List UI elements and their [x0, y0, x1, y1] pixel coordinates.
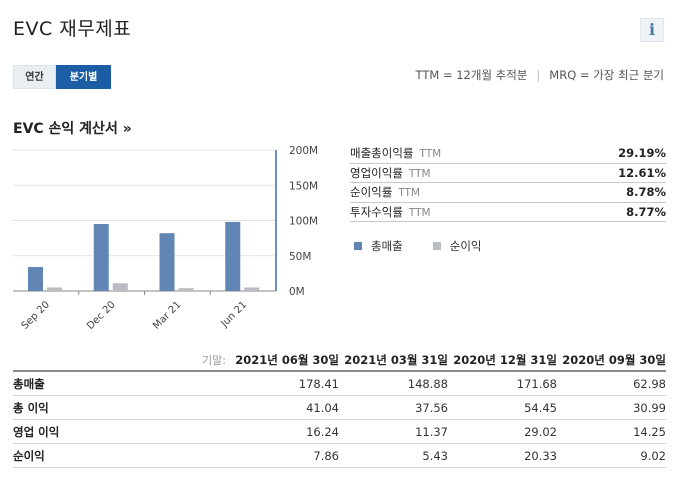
- revenue-income-chart: 200M 150M 100M 50M 0M Sep 20 Dec 20 Mar 21 Jun 2…: [13, 145, 318, 332]
- ttm-note: TTM = 12개월 추적분: [415, 68, 528, 82]
- cell: 16.24: [306, 424, 339, 439]
- period-label: 기말:: [202, 354, 226, 367]
- ratio-period: TTM: [419, 148, 442, 160]
- row-label: 순이익: [13, 448, 45, 463]
- column-header: 2020년 12월 31일: [453, 353, 557, 367]
- revenue-bar: [28, 267, 43, 291]
- financial-table: 기말: 2021년 06월 30일 2021년 03월 31일 2020년 12…: [13, 350, 666, 468]
- revenue-bar: [93, 224, 109, 291]
- ratio-row: 매출총이익률 TTM 29.19%: [350, 144, 666, 164]
- quarterly-button[interactable]: 분기별: [56, 65, 111, 89]
- ratio-period: TTM: [408, 206, 431, 219]
- ratio-label: 매출총이익률: [350, 146, 414, 160]
- ttm-mrq-note: TTM = 12개월 추적분 | MRQ = 가장 최근 분기: [416, 67, 664, 83]
- cell: 41.04: [306, 400, 339, 415]
- revenue-bar: [159, 233, 175, 291]
- ratio-value: 12.61%: [618, 165, 666, 180]
- x-tick-label: Dec 20: [85, 299, 118, 332]
- note-separator: |: [536, 68, 541, 82]
- net-income-bar: [47, 287, 62, 291]
- cell: 20.33: [524, 448, 557, 463]
- row-label: 영업 이익: [13, 424, 60, 439]
- annual-button[interactable]: 연간: [13, 65, 56, 89]
- y-tick-label: 150M: [289, 180, 318, 192]
- net-income-bar: [112, 283, 128, 291]
- revenue-bar: [225, 221, 241, 291]
- ratio-value: 8.77%: [626, 204, 666, 219]
- column-header: 2021년 03월 31일: [344, 353, 448, 367]
- revenue-swatch: [354, 242, 362, 250]
- cell: 7.86: [313, 448, 339, 463]
- legend-item-net-income[interactable]: 순이익: [432, 238, 482, 254]
- ratio-label: 투자수익률: [350, 204, 403, 219]
- net-income-bar: [178, 288, 194, 291]
- legend-label: 순이익: [449, 239, 482, 253]
- ratio-row: 영업이익률 TTM 12.61%: [350, 164, 666, 183]
- page-title: EVC 재무제표: [13, 18, 132, 40]
- ratio-label: 순이익률: [350, 185, 393, 199]
- ratio-row: 순이익률 TTM 8.78%: [350, 183, 666, 203]
- table-row: 순이익 7.86 5.43 20.33 9.02: [13, 444, 666, 468]
- period-toggle: 연간 분기별: [13, 65, 111, 89]
- cell: 62.98: [633, 376, 666, 391]
- column-header: 2021년 06월 30일: [235, 353, 339, 367]
- y-tick-label: 0M: [289, 286, 305, 298]
- income-statement-link[interactable]: EVC 손익 계산서 »: [13, 121, 132, 137]
- cell: 171.68: [516, 376, 557, 391]
- ratio-period: TTM: [398, 187, 421, 199]
- net-income-bar: [244, 287, 260, 291]
- y-tick-label: 50M: [289, 251, 311, 263]
- y-tick-label: 100M: [289, 216, 318, 228]
- info-icon[interactable]: i: [640, 18, 664, 42]
- row-label: 총매출: [13, 376, 45, 391]
- legend-label: 총매출: [371, 239, 403, 253]
- mrq-note: MRQ = 가장 최근 분기: [549, 68, 664, 82]
- table-row: 영업 이익 16.24 11.37 29.02 14.25: [13, 420, 666, 444]
- ratio-period: TTM: [408, 167, 431, 180]
- ratio-label: 영업이익률: [350, 165, 403, 180]
- y-tick-label: 200M: [289, 145, 318, 157]
- x-tick-label: Jun 21: [218, 299, 249, 330]
- cell: 14.25: [633, 424, 666, 439]
- chart-legend: 총매출 순이익: [354, 238, 512, 254]
- cell: 11.37: [415, 424, 448, 439]
- cell: 54.45: [524, 400, 557, 415]
- cell: 148.88: [407, 376, 448, 391]
- column-header: 2020년 09월 30일: [562, 353, 666, 367]
- table-row: 총매출 178.41 148.88 171.68 62.98: [13, 372, 666, 396]
- ratio-value: 8.78%: [626, 185, 666, 199]
- cell: 37.56: [415, 400, 448, 415]
- cell: 30.99: [633, 400, 666, 415]
- ratio-value: 29.19%: [618, 146, 666, 160]
- table-header: 기말: 2021년 06월 30일 2021년 03월 31일 2020년 12…: [13, 350, 666, 372]
- legend-item-revenue[interactable]: 총매출: [354, 238, 403, 254]
- table-row: 총 이익 41.04 37.56 54.45 30.99: [13, 396, 666, 420]
- cell: 178.41: [298, 376, 339, 391]
- x-tick-label: Mar 21: [151, 299, 183, 331]
- net-income-swatch: [432, 242, 441, 250]
- x-tick-label: Sep 20: [20, 299, 52, 331]
- ratio-row: 투자수익률 TTM 8.77%: [350, 203, 666, 222]
- row-label: 총 이익: [13, 400, 49, 415]
- cell: 9.02: [640, 448, 666, 463]
- cell: 5.43: [422, 448, 448, 463]
- ratio-list: 매출총이익률 TTM 29.19% 영업이익률 TTM 12.61% 순이익률 TTM…: [350, 144, 666, 222]
- cell: 29.02: [524, 424, 557, 439]
